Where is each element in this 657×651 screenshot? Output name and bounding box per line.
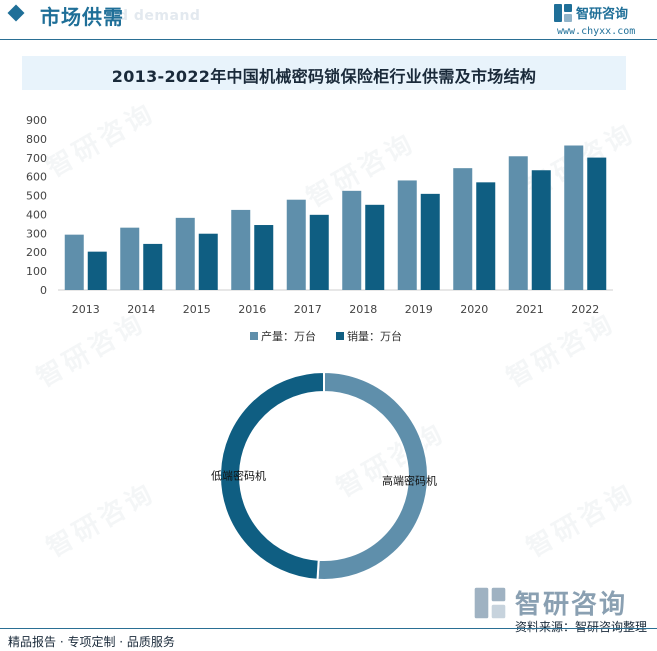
bar-production bbox=[342, 190, 362, 290]
chart-title: 2013-2022年中国机械密码锁保险柜行业供需及市场结构 bbox=[111, 67, 537, 86]
legend-swatch bbox=[250, 332, 258, 340]
y-tick-label: 600 bbox=[26, 171, 47, 184]
footer-divider bbox=[0, 628, 657, 629]
legend-swatch bbox=[336, 332, 344, 340]
watermark-logo-name: 智研咨询 bbox=[515, 590, 628, 620]
logo-mark-icon bbox=[554, 4, 572, 22]
watermark-logo-icon bbox=[474, 587, 506, 619]
bar-production bbox=[564, 145, 584, 290]
bar-sales bbox=[531, 170, 551, 290]
bar-sales bbox=[420, 193, 440, 290]
bar-sales bbox=[87, 251, 107, 290]
y-tick-label: 300 bbox=[26, 227, 47, 240]
bar-sales bbox=[365, 204, 385, 290]
x-tick-label: 2022 bbox=[571, 303, 599, 316]
bar-sales bbox=[143, 243, 163, 290]
x-tick-label: 2016 bbox=[238, 303, 266, 316]
donut-label: 低端密码机 bbox=[211, 468, 266, 482]
x-tick-label: 2017 bbox=[294, 303, 322, 316]
section-title: 市场供需 bbox=[40, 5, 124, 29]
bar-production bbox=[286, 199, 306, 290]
bar-production bbox=[397, 180, 417, 290]
x-tick-label: 2015 bbox=[183, 303, 211, 316]
x-tick-label: 2018 bbox=[349, 303, 377, 316]
bar-sales bbox=[309, 214, 329, 290]
y-tick-label: 800 bbox=[26, 133, 47, 146]
y-tick-label: 100 bbox=[26, 265, 47, 278]
legend-label: 产量：万台 bbox=[261, 329, 316, 343]
donut-slice bbox=[219, 370, 325, 581]
x-tick-label: 2013 bbox=[72, 303, 100, 316]
y-tick-label: 500 bbox=[26, 190, 47, 203]
logo-name: 智研咨询 bbox=[576, 7, 629, 22]
donut-label: 高端密码机 bbox=[382, 474, 437, 488]
y-tick-label: 400 bbox=[26, 208, 47, 221]
x-tick-label: 2019 bbox=[405, 303, 433, 316]
bar-production bbox=[508, 156, 528, 290]
logo-url: www.chyxx.com bbox=[557, 26, 636, 37]
chart-title-box: 2013-2022年中国机械密码锁保险柜行业供需及市场结构 bbox=[22, 56, 626, 90]
bar-sales bbox=[254, 225, 274, 290]
bottom-watermark-logo: 智研咨询 bbox=[473, 586, 625, 624]
bar-production bbox=[64, 234, 84, 290]
bar-production bbox=[453, 168, 473, 290]
x-tick-label: 2020 bbox=[460, 303, 488, 316]
bar-sales bbox=[476, 182, 496, 290]
y-tick-label: 900 bbox=[26, 114, 47, 127]
y-tick-label: 0 bbox=[40, 284, 47, 297]
header-divider bbox=[0, 39, 657, 40]
x-tick-label: 2014 bbox=[127, 303, 155, 316]
header-ghost-text: d demand bbox=[118, 8, 201, 24]
bar-production bbox=[120, 227, 140, 290]
header-bar: d demand 市场供需 智研咨询 www.chyxx.com bbox=[0, 0, 657, 40]
x-tick-label: 2021 bbox=[516, 303, 544, 316]
footer-tagline: 精品报告 · 专项定制 · 品质服务 bbox=[8, 635, 175, 649]
bar-sales bbox=[587, 157, 607, 290]
bar-production bbox=[231, 209, 251, 290]
y-tick-label: 700 bbox=[26, 152, 47, 165]
bar-production bbox=[175, 217, 195, 290]
source-note: 资料来源：智研咨询整理 bbox=[514, 620, 647, 634]
y-tick-label: 200 bbox=[26, 246, 47, 259]
legend-label: 销量：万台 bbox=[347, 329, 402, 343]
bar-sales bbox=[198, 233, 218, 290]
